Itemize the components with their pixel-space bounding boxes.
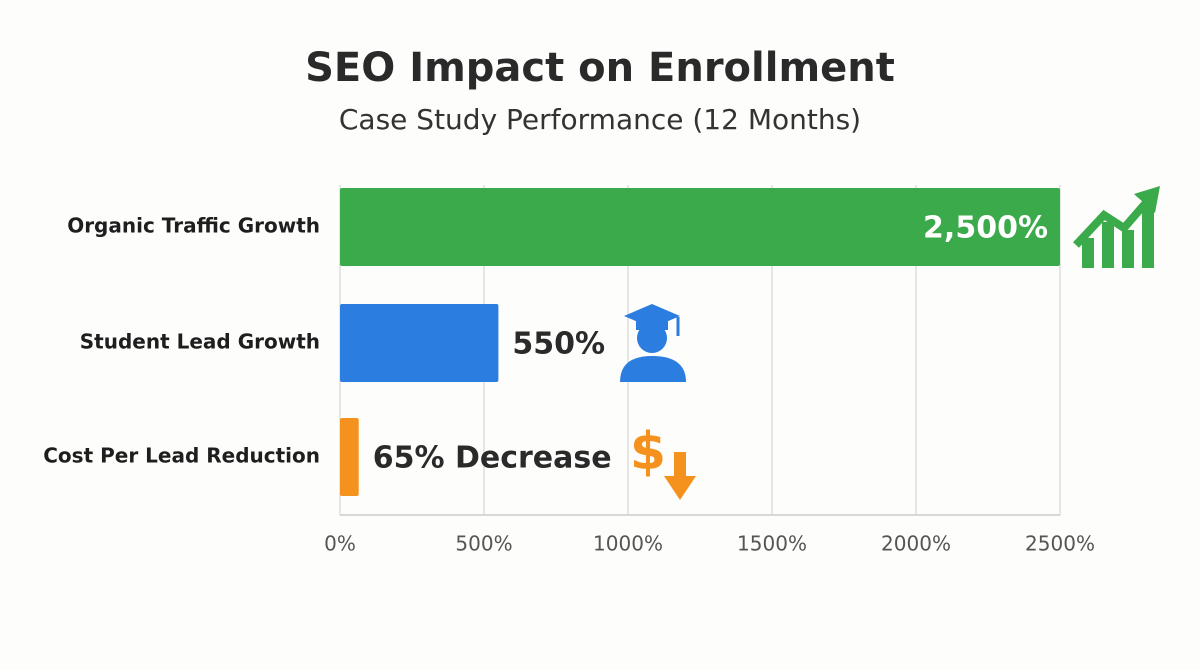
- bar: [340, 188, 1060, 266]
- x-tick-label: 1000%: [593, 532, 663, 556]
- x-tick-label: 1500%: [737, 532, 807, 556]
- graduate-icon: [620, 304, 686, 382]
- x-tick-label: 500%: [455, 532, 512, 556]
- trend-icon: [1073, 186, 1160, 268]
- value-label: 550%: [512, 327, 605, 362]
- category-label: Student Lead Growth: [80, 330, 320, 354]
- svg-text:$: $: [630, 422, 666, 482]
- bar: [340, 304, 499, 382]
- x-tick-label: 0%: [324, 532, 356, 556]
- bar: [340, 418, 359, 496]
- category-label: Organic Traffic Growth: [67, 214, 320, 238]
- chart-subtitle: Case Study Performance (12 Months): [339, 103, 861, 136]
- category-label: Cost Per Lead Reduction: [43, 444, 320, 468]
- chart-title: SEO Impact on Enrollment: [305, 45, 895, 91]
- x-tick-label: 2000%: [881, 532, 951, 556]
- value-label: 65% Decrease: [373, 441, 612, 476]
- x-tick-label: 2500%: [1025, 532, 1095, 556]
- dollar-icon: $: [630, 422, 696, 500]
- value-label: 2,500%: [923, 211, 1048, 246]
